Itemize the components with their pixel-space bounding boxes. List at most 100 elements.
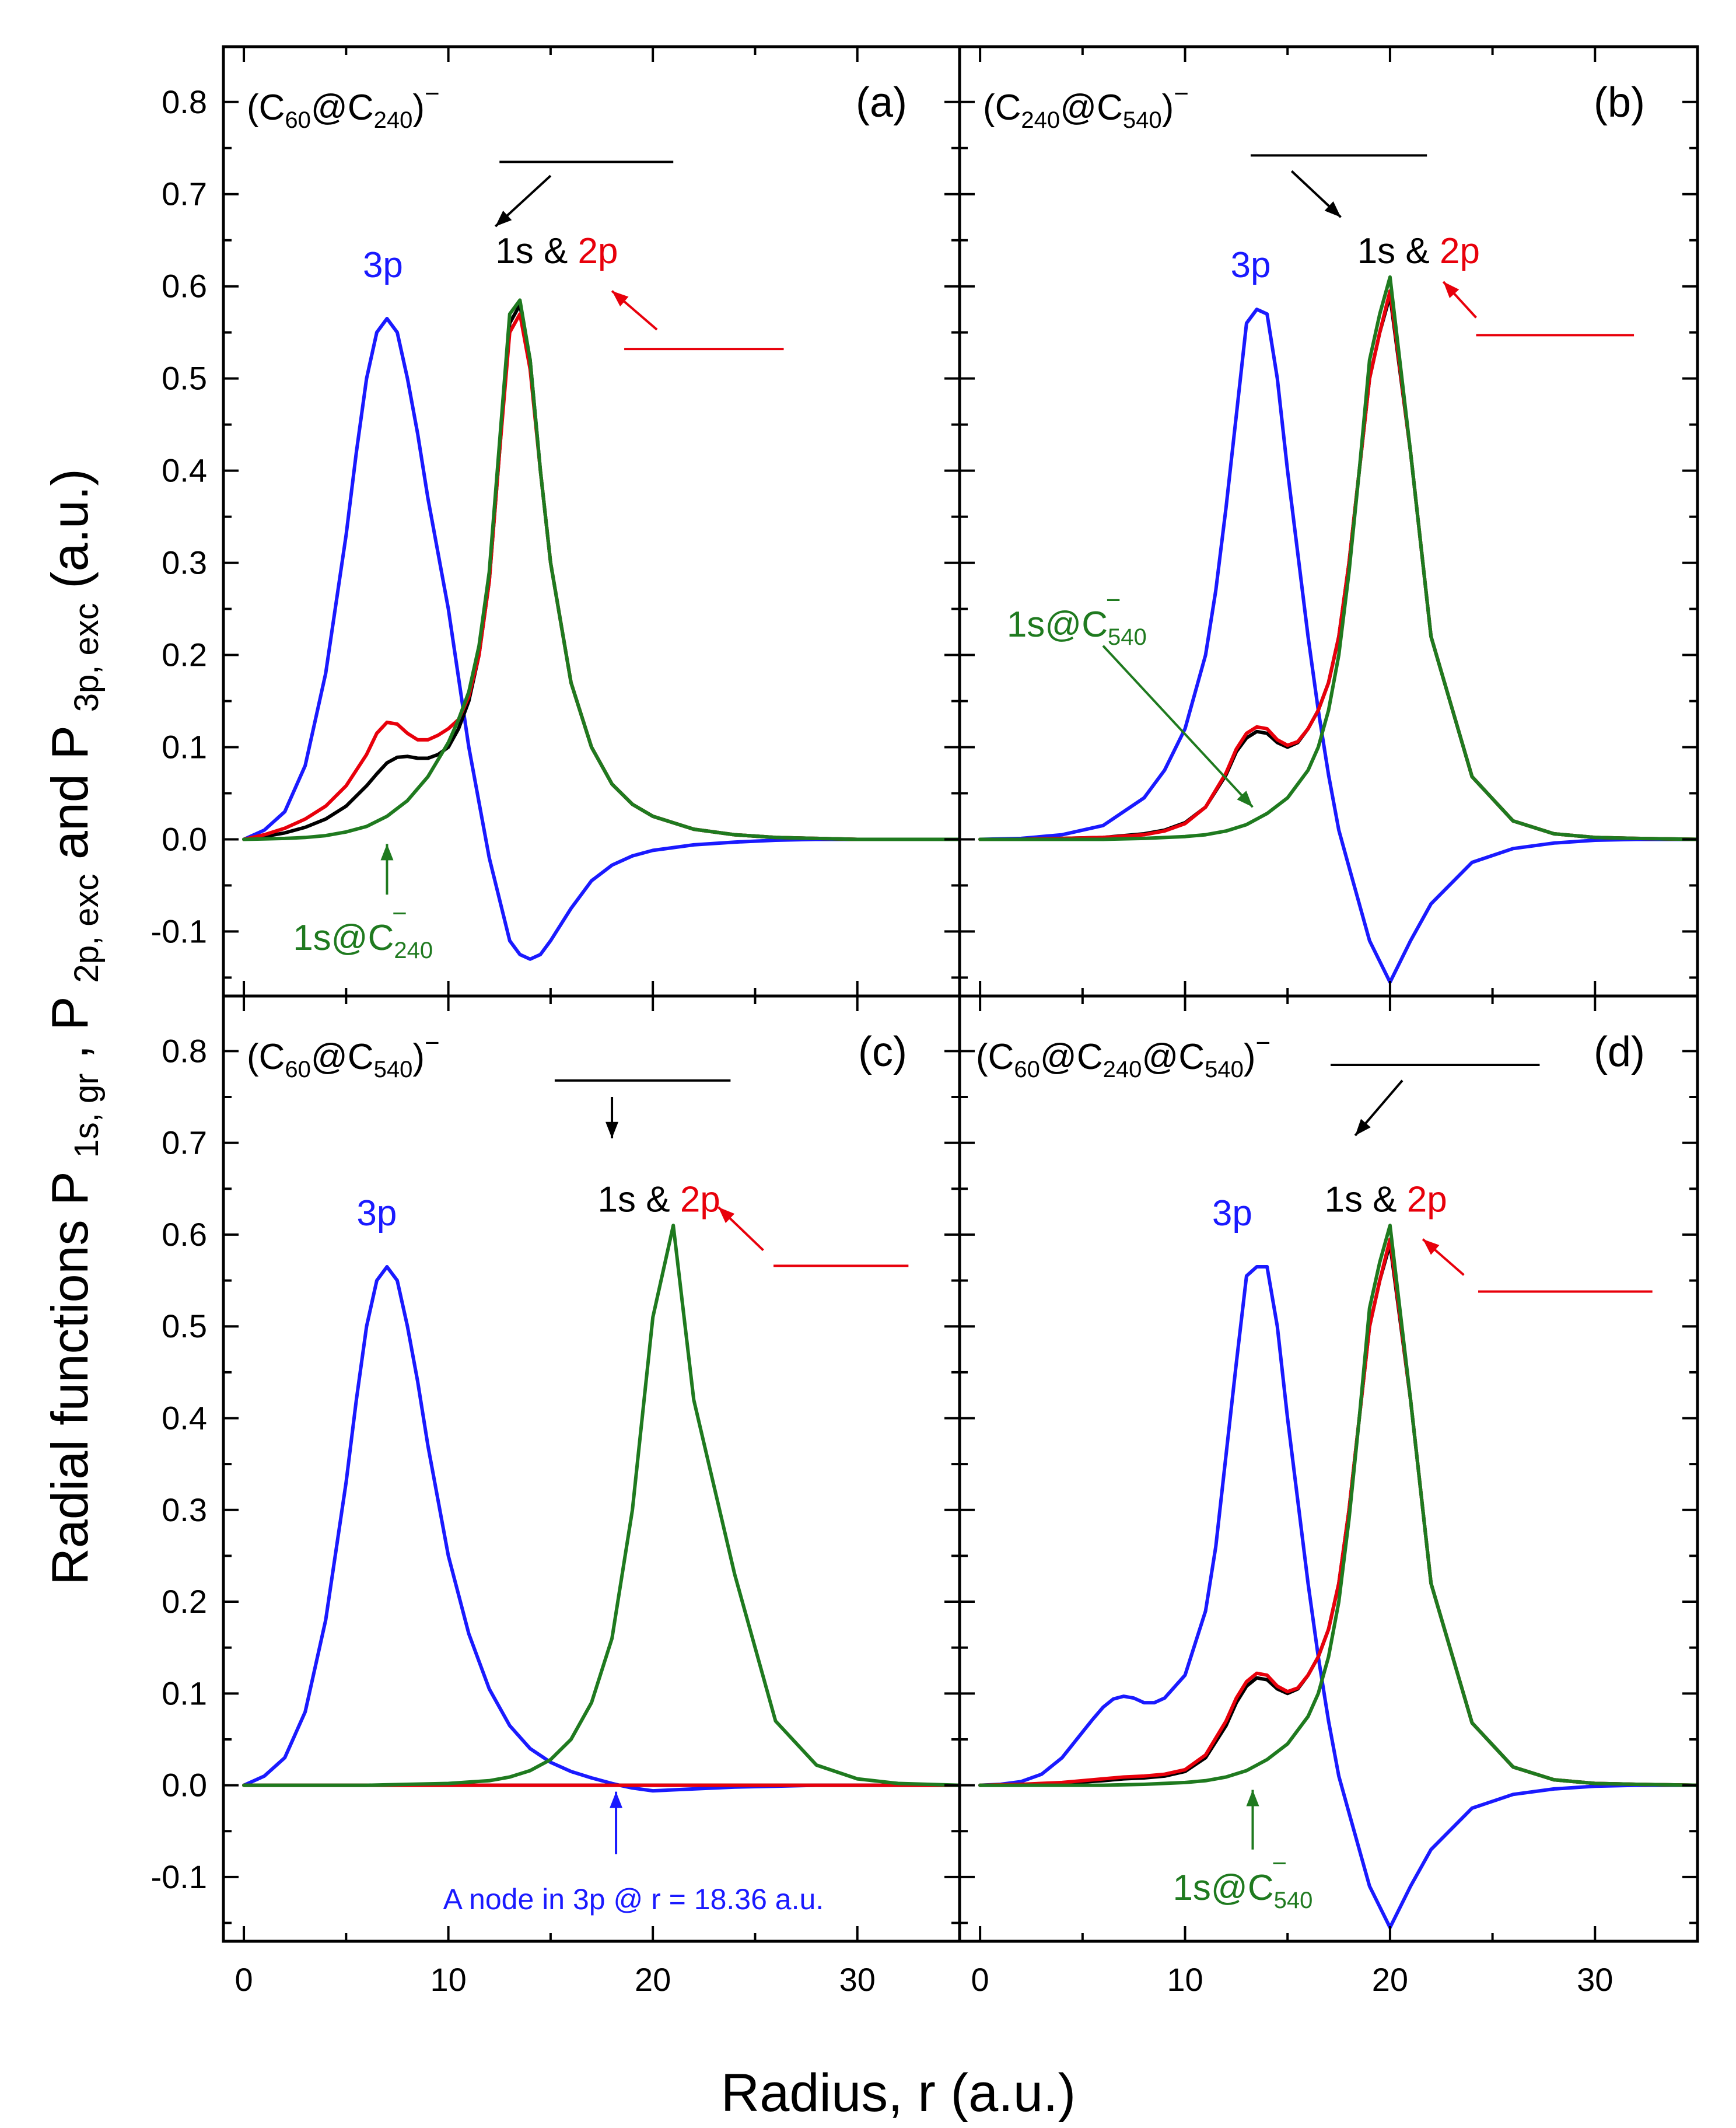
system-label-sub1: 60 [285,107,311,133]
y-label-sub1: 1s, gr [68,1073,106,1158]
panel-letter: (c) [858,1029,907,1075]
label-1s-single-sub: 240 [394,938,433,963]
y-tick-label: -0.1 [151,913,208,949]
system-label-post: ) [1244,1037,1256,1077]
y-tick-label: 0.3 [162,544,207,581]
series-line-2p [978,1237,1698,1787]
arrow-node [610,1791,623,1854]
system-label-mid2: @C [1142,1037,1205,1077]
series-line-1s-at-c540 [242,1224,960,1787]
y-label-mid2: and P [41,726,99,859]
y-label-sub3: 3p, exc [68,603,106,712]
arrow-1s-head [1355,1119,1371,1136]
y-tick-label: 0.0 [162,1767,207,1804]
label-1s-2p: 1s & 2p [495,231,618,271]
arrow-2p [611,290,658,331]
system-label-sub3: 540 [1205,1057,1244,1082]
panels-group: -0.10.00.10.20.30.40.50.60.70.8 (a)(C60@C… [151,45,1699,1998]
panel-frame [958,45,1699,998]
system-label-pre: (C [247,1037,285,1077]
arrow-1s-single [1102,645,1254,808]
label-1s-single-sup: − [1106,586,1121,614]
panel-c: 0 10 20 30 -0.1 0.0 0.1 0.2 0.3 0.4 0.5 0.6 0.7 0.8 (c… [151,994,961,1998]
arrow-1s-single [1246,1790,1259,1850]
system-label-pre: (C [247,88,285,128]
arrow-1s-single [380,844,394,895]
system-label-sub1: 240 [1021,107,1060,133]
system-label-mid: @C [1040,1037,1103,1077]
series-line-3p [242,317,960,961]
arrow-1s [1354,1079,1404,1137]
label-1s-2p: 1s & 2p [1324,1180,1447,1220]
arrow-1s-head [606,1121,619,1138]
series-line-1s-at-c540 [978,275,1698,841]
label-1s-single-sub: 540 [1108,624,1147,650]
x-tick-label: 0 [971,1961,989,1998]
x-tick-label: 10 [430,1961,466,1998]
arrow-1s-single-head [1246,1790,1259,1806]
panel-frame [222,994,961,1943]
label-1s-single-pre: 1s@C [1172,1868,1273,1908]
system-label-sub1: 60 [285,1057,311,1082]
panel-letter: (b) [1594,79,1645,126]
label-2p: 2p [680,1180,720,1220]
label-1s: 1s & [1324,1180,1396,1220]
panel-frame [222,45,961,998]
arrow-1s-head [495,210,512,227]
x-tick-label: 20 [635,1961,671,1998]
y-tick-label: 0.7 [162,1124,207,1161]
label-1s-2p: 1s & 2p [598,1180,720,1220]
y-tick-label: 0.3 [162,1491,207,1528]
series-line-1s [242,303,960,841]
label-1s: 1s & [1357,231,1430,271]
system-label-mid: @C [1060,88,1123,128]
label-3p: 3p [1230,245,1270,285]
panel-a: -0.1 0.0 0.1 0.2 0.3 0.4 0.5 0.6 0.7 0.8 (a) (C60@C… [151,45,961,998]
label-2p: 2p [1440,231,1480,271]
y-tick-label: 0.4 [162,1399,207,1436]
arrow-2p [1442,281,1477,319]
series-group [978,1224,1698,1930]
arrow-2p [1422,1238,1465,1276]
series-line-1s [978,1242,1698,1787]
series-group [978,275,1698,984]
label-1s-single: 1s@C540 − [1007,586,1147,650]
system-label: (C60@C240@C540)− [976,1029,1270,1082]
system-label-sub2: 540 [1123,107,1162,133]
system-label-sup: − [1174,79,1189,108]
panel-letter: (d) [1594,1029,1645,1075]
y-label-prefix: Radial functions P [41,1172,99,1585]
system-label-sup: − [425,1029,440,1057]
system-label-post: ) [412,1037,425,1077]
series-line-3p [242,1265,960,1793]
series-line-1s [978,293,1698,841]
panel-d: 0 10 20 30(d)(C60@C240@C540)−3p 1s & 2p1s@C5… [958,994,1699,1998]
series-line-3p [978,308,1698,984]
label-1s: 1s & [598,1180,670,1220]
y-tick-label: -0.1 [151,1858,208,1895]
y-tick-label: 0.1 [162,729,207,766]
label-1s-single: 1s@C240 − [293,899,433,963]
system-label-pre: (C [976,1037,1014,1077]
system-label-mid: @C [311,1037,374,1077]
series-line-1s-at-c540 [978,1224,1698,1787]
series-line-1s-at-c240 [242,298,960,841]
y-label-mid1: , P [41,997,99,1059]
label-node-note: A node in 3p @ r = 18.36 a.u. [443,1883,824,1916]
label-space [568,231,578,271]
label-1s-single: 1s@C540 − [1172,1849,1312,1913]
label-1s-single-pre: 1s@C [1007,604,1108,645]
label-2p: 2p [578,231,618,271]
y-tick-label: 0.2 [162,1583,207,1620]
arrow-1s [494,174,552,228]
y-tick-label: 0.2 [162,637,207,673]
series-line-3p [978,1265,1698,1930]
y-tick-label: 0.7 [162,176,207,212]
system-label: (C60@C240)− [247,79,440,133]
x-axis-label: Radius, r (a.u.) [721,2063,1076,2123]
arrow-2p [717,1206,764,1252]
x-tick-label: 20 [1372,1961,1408,1998]
arrow-1s-head [1324,201,1341,218]
y-label-sub2: 2p, exc [68,874,106,983]
